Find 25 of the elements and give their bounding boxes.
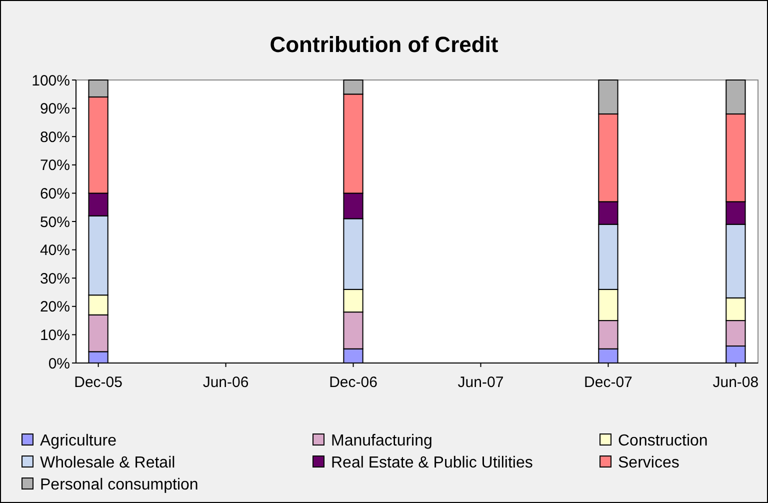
- y-tick-label: 20%: [40, 298, 70, 316]
- legend-label: Construction: [618, 432, 708, 450]
- y-tick-label: 60%: [40, 185, 70, 202]
- y-tick-label: 80%: [40, 128, 70, 146]
- x-tick-label: Dec-07: [584, 374, 632, 391]
- legend-label: Wholesale & Retail: [40, 454, 176, 472]
- y-tick-label: 30%: [40, 270, 70, 288]
- legend-label: Manufacturing: [331, 432, 432, 450]
- y-tick-label: 50%: [40, 214, 70, 231]
- legend-label: Real Estate & Public Utilities: [331, 454, 533, 472]
- y-tick-label: 40%: [40, 242, 70, 260]
- x-tick-label: Jun-08: [712, 374, 759, 391]
- legend-label: Services: [618, 454, 680, 472]
- y-tick-label: 10%: [40, 326, 70, 344]
- x-tick-label: Dec-05: [74, 374, 122, 391]
- x-tick-label: Jun-06: [202, 374, 249, 391]
- y-tick-label: 70%: [40, 157, 70, 174]
- x-tick-label: Dec-06: [329, 374, 378, 391]
- y-tick-label: 0%: [48, 355, 70, 372]
- y-tick-label: 90%: [40, 100, 70, 118]
- y-tick-label: 100%: [32, 72, 70, 90]
- legend-label: Personal consumption: [40, 476, 198, 494]
- legend-label: Agriculture: [40, 432, 117, 450]
- x-tick-label: Jun-07: [458, 374, 504, 391]
- chart-title: Contribution of Credit: [270, 32, 499, 57]
